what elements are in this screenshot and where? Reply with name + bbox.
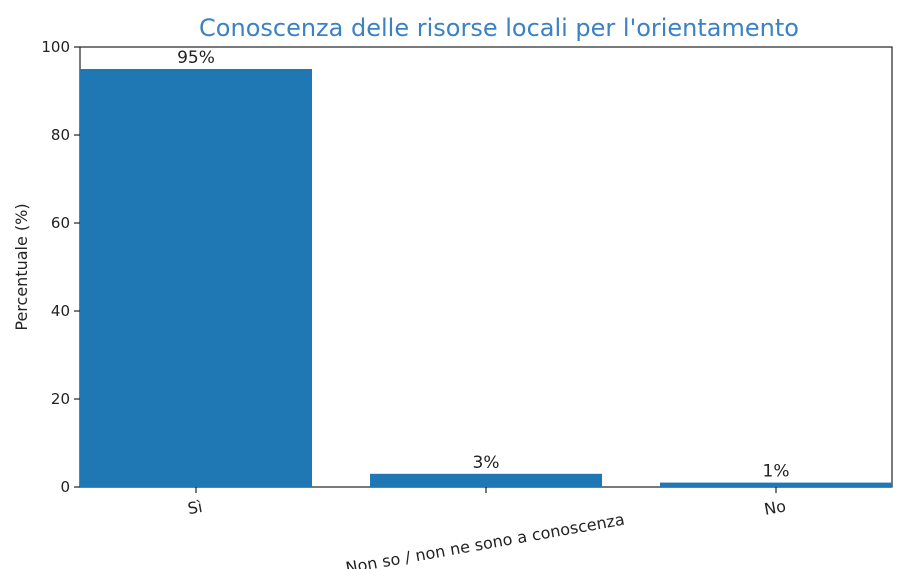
data-label: 3% <box>473 453 500 473</box>
bar <box>370 473 602 487</box>
x-tick-label: No <box>763 496 788 518</box>
plot-area: 0 20 40 60 80 100 95% Sì 3% Non so / non ne sono … <box>41 38 893 569</box>
bar <box>660 482 892 487</box>
chart-title: Conoscenza delle risorse locali per l'or… <box>199 14 799 42</box>
y-tick-label: 0 <box>60 478 70 496</box>
y-tick-label: 20 <box>51 390 70 408</box>
y-tick-label: 80 <box>51 126 70 144</box>
y-tick-label: 100 <box>41 38 70 56</box>
data-label: 1% <box>763 462 790 482</box>
y-tick-label: 40 <box>51 302 70 320</box>
x-tick-label: Sì <box>186 497 204 518</box>
x-tick-label: Non so / non ne sono a conoscenza <box>344 510 626 569</box>
y-axis-label: Percentuale (%) <box>12 203 31 330</box>
data-label: 95% <box>177 48 215 68</box>
y-tick-label: 60 <box>51 214 70 232</box>
bar <box>80 69 312 487</box>
